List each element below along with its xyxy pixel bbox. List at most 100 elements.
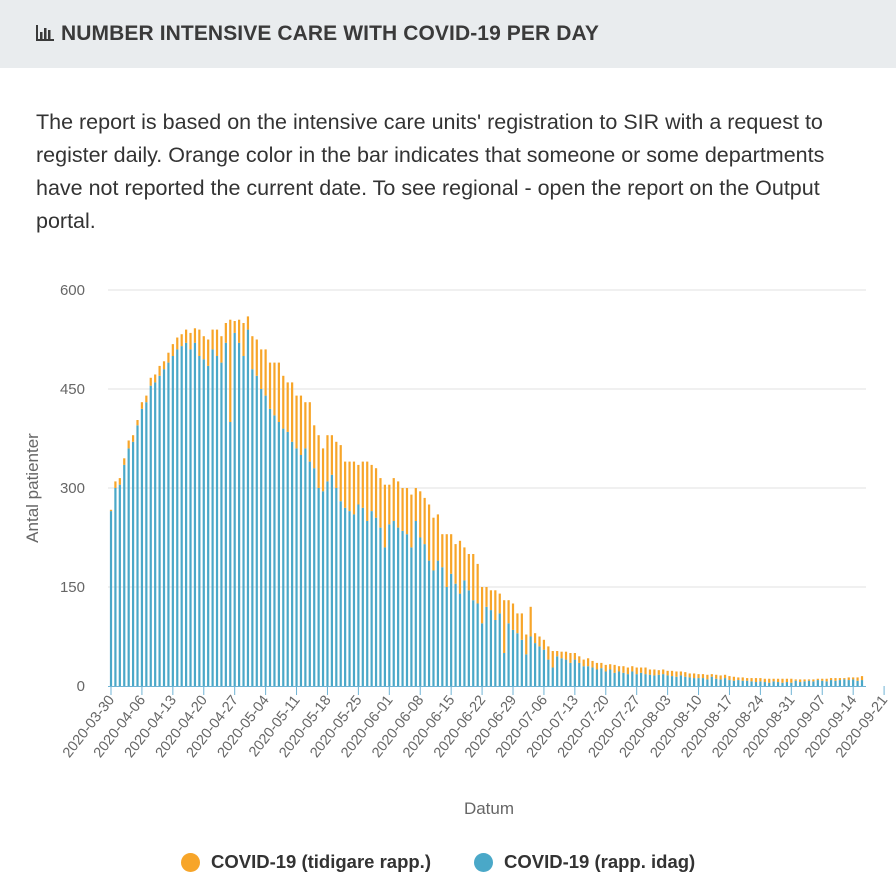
bar-earlier — [670, 670, 674, 677]
bar-current — [834, 680, 837, 686]
bar-current — [807, 680, 811, 686]
bar-earlier — [675, 671, 678, 677]
chart-legend: COVID-19 (tidigare rapp.) COVID-19 (rapp… — [0, 846, 896, 878]
bar-current — [657, 674, 660, 686]
bar-current — [352, 514, 356, 686]
legend-item-current[interactable]: COVID-19 (rapp. idag) — [474, 846, 695, 878]
bar-current — [233, 332, 236, 686]
bar-earlier — [423, 497, 426, 545]
bar-earlier — [370, 464, 373, 512]
bar-current — [268, 408, 272, 686]
bar-current — [264, 395, 267, 686]
bar-earlier — [229, 319, 232, 422]
y-tick-label: 600 — [60, 282, 85, 299]
bar-current — [640, 672, 643, 686]
bar-current — [520, 639, 523, 686]
bar-current — [556, 656, 559, 686]
bar-current — [149, 385, 152, 686]
bar-earlier — [746, 678, 749, 681]
bar-earlier — [198, 329, 201, 356]
bar-current — [211, 349, 214, 686]
y-tick-label: 150 — [60, 579, 85, 596]
bar-earlier — [807, 679, 811, 681]
bar-current — [781, 682, 784, 686]
bar-current — [772, 681, 775, 686]
bar-current — [776, 682, 780, 686]
bar-current — [551, 667, 554, 686]
bar-earlier — [648, 669, 652, 675]
bar-current — [229, 422, 232, 686]
bar-earlier — [843, 678, 846, 680]
bar-current — [829, 680, 833, 686]
bar-current — [224, 342, 227, 686]
bar-earlier — [564, 651, 568, 660]
bar-earlier — [759, 678, 762, 682]
bar-earlier — [414, 488, 417, 521]
bar-current — [472, 600, 475, 686]
bar-earlier — [109, 509, 113, 512]
bar-earlier — [737, 677, 740, 681]
bar-current — [317, 488, 320, 686]
bar-current — [321, 491, 325, 686]
bar-earlier — [419, 491, 422, 538]
bar-earlier — [719, 675, 722, 680]
bar-earlier — [291, 382, 294, 442]
bar-current — [732, 680, 735, 686]
bar-earlier — [635, 667, 638, 675]
bar-current — [432, 570, 435, 686]
bar-current — [631, 671, 634, 686]
bar-current — [401, 530, 404, 686]
bar-current — [701, 678, 705, 686]
bar-earlier — [374, 468, 378, 518]
bar-current — [193, 342, 197, 686]
bar-earlier — [123, 458, 126, 465]
bar-earlier — [662, 669, 665, 675]
bar-current — [821, 680, 824, 686]
bar-current — [516, 633, 519, 686]
bar-earlier — [211, 329, 214, 350]
bar-earlier — [405, 488, 409, 535]
bar-earlier — [816, 678, 819, 681]
bar-earlier — [445, 534, 448, 587]
bar-current — [489, 610, 493, 686]
bar-earlier — [516, 613, 519, 634]
bar-earlier — [326, 435, 329, 482]
bar-current — [127, 448, 130, 686]
bar-current — [207, 365, 210, 686]
bar-current — [604, 671, 607, 686]
bar-current — [476, 603, 479, 686]
bar-earlier — [856, 677, 859, 681]
bar-earlier — [366, 461, 369, 521]
bar-earlier — [829, 678, 833, 681]
bar-earlier — [799, 679, 802, 683]
bar-current — [547, 659, 550, 686]
bar-earlier — [295, 395, 298, 449]
bar-current — [569, 662, 572, 686]
bar-current — [843, 679, 846, 686]
bar-current — [308, 461, 311, 686]
bar-earlier — [533, 633, 537, 644]
bar-current — [693, 678, 696, 686]
bar-current — [494, 620, 497, 686]
bar-earlier — [313, 425, 316, 469]
bar-earlier — [114, 481, 117, 488]
bar-earlier — [476, 563, 479, 604]
bar-current — [330, 474, 333, 686]
bar-current — [445, 587, 448, 686]
bar-earlier — [162, 361, 166, 370]
bar-current — [242, 356, 245, 686]
bar-earlier — [136, 420, 139, 426]
bar-current — [171, 356, 174, 686]
bar-current — [838, 680, 842, 686]
bar-earlier — [432, 517, 435, 571]
bar-earlier — [684, 672, 687, 677]
bar-earlier — [754, 678, 758, 683]
bar-earlier — [772, 678, 775, 682]
bar-earlier — [847, 677, 850, 681]
bar-current — [644, 674, 647, 686]
bar-earlier — [410, 494, 413, 548]
bar-earlier — [489, 590, 493, 611]
legend-item-earlier[interactable]: COVID-19 (tidigare rapp.) — [181, 846, 431, 878]
bar-earlier — [732, 676, 735, 681]
bar-current — [529, 636, 532, 686]
